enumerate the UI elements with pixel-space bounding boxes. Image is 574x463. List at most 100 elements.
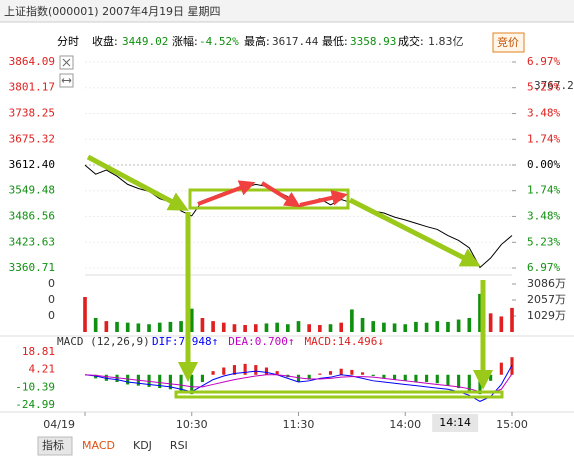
macd-bar (179, 374, 183, 392)
legend-entry: DEA:0.700↑ (228, 335, 294, 348)
y-tick-label: 3801.17 (9, 81, 55, 94)
info-value: 3617.44 (272, 35, 319, 48)
volume-bar (253, 324, 258, 332)
annotations (86, 154, 504, 399)
cursor-price-box (528, 78, 574, 94)
volume-bar (307, 324, 311, 332)
volume-bar (93, 318, 98, 332)
info-label: 涨幅: (172, 35, 198, 48)
title-bar (0, 0, 574, 22)
volume-bar (275, 322, 279, 332)
macd-bar (254, 365, 258, 375)
y-tick-label: -10.39 (15, 380, 55, 393)
volume-bar (168, 321, 173, 332)
y2-tick-label: 1.74% (527, 184, 560, 197)
volume-bar (264, 323, 269, 332)
macd-bar (168, 374, 172, 390)
volume-bar (339, 322, 344, 332)
macd-bar (115, 374, 119, 383)
macd-bar (275, 371, 279, 375)
y-tick-label: 3864.09 (9, 55, 55, 68)
close-icon-glyph (62, 58, 71, 67)
macd-bar (190, 374, 194, 395)
indicator-title: MACD (12,26,9) (57, 335, 150, 348)
y2-tick-label: 6.97% (527, 55, 560, 68)
macd-bar (425, 374, 429, 383)
highlight-box (188, 188, 350, 210)
y2-tick-label: 3.48% (527, 209, 560, 222)
volume-bar (371, 321, 376, 332)
macd-bar (339, 368, 343, 375)
y-tick-label: 3612.40 (9, 158, 55, 171)
x-tick-label: 14:00 (389, 418, 421, 431)
volume-bar (179, 321, 183, 332)
tab[interactable]: KDJ (133, 439, 152, 452)
info-value: 1.83亿 (428, 35, 464, 48)
volume-bar (125, 322, 130, 332)
volume-bar (392, 323, 397, 332)
mode-label: 分时 (57, 35, 79, 48)
left-label: 0 (48, 277, 55, 290)
volume-bar (499, 316, 504, 332)
green-arrow (86, 154, 189, 211)
macd-bar (435, 374, 439, 384)
info-label: 收盘: (92, 34, 118, 48)
macd-bar (489, 374, 493, 381)
highlight-box (174, 390, 504, 399)
tab-bg (37, 436, 73, 456)
volume-bar (414, 321, 418, 332)
y-tick-label: 3360.71 (9, 261, 55, 274)
volume-bar (424, 322, 429, 332)
x-tick-label: 11:30 (283, 418, 315, 431)
macd-bar (222, 367, 226, 375)
red-arrow (299, 189, 348, 207)
macd-bar (147, 374, 151, 387)
auction-button[interactable] (492, 32, 525, 53)
red-arrow (197, 180, 256, 206)
volume-bar (435, 321, 440, 332)
volume-bar (296, 321, 301, 332)
macd-bar (393, 374, 397, 380)
cursor-time-box (432, 414, 479, 432)
y-tick-label: 3086万 (527, 277, 566, 290)
info-label: 最高: (244, 34, 270, 48)
y-tick-label: 2057万 (527, 293, 566, 306)
macd-bar (457, 374, 461, 389)
left-label: 0 (48, 309, 55, 322)
macd-bar (371, 374, 375, 376)
volume-bar (104, 321, 109, 332)
macd-bar (296, 374, 301, 383)
red-arrow (260, 181, 301, 208)
x-tick-label: 04/19 (43, 418, 75, 431)
macd-bar (211, 371, 215, 375)
expand-icon-glyph (61, 78, 72, 83)
volume-bar (446, 321, 450, 332)
volume-bar (328, 324, 333, 332)
volume-bar (115, 321, 119, 332)
y-tick-label: 3486.56 (9, 209, 55, 222)
volume-bar (157, 322, 162, 332)
left-label: 0 (48, 293, 55, 306)
macd-bar (94, 374, 98, 379)
y2-tick-label: 3.48% (527, 107, 560, 120)
y-tick-label: 3675.32 (9, 132, 55, 145)
info-value: -4.52% (199, 35, 239, 48)
y-tick-label: 4.21 (29, 363, 56, 376)
cursor-time-label: 14:14 (439, 416, 471, 429)
volume-bar (83, 297, 87, 332)
macd-bar (350, 369, 354, 375)
auction-button-label[interactable]: 竞价 (497, 35, 519, 49)
tab[interactable]: MACD (82, 439, 115, 452)
volume-bar (403, 324, 408, 332)
tab[interactable]: RSI (170, 439, 188, 452)
volume-bar (189, 308, 194, 332)
macd-bar (318, 373, 322, 375)
volume-bar (243, 325, 247, 332)
volume-bar (200, 318, 205, 332)
macd-bar (446, 374, 450, 386)
window-title: 上证指数(000001) 2007年4月19日 星期四 (4, 4, 221, 18)
tab[interactable]: 指标 (42, 438, 64, 452)
volume-bar (232, 324, 237, 332)
macd-bar (467, 374, 471, 392)
